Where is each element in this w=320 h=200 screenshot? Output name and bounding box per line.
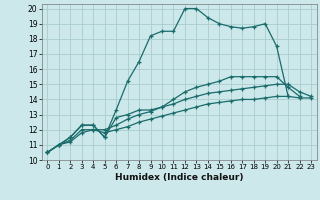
X-axis label: Humidex (Indice chaleur): Humidex (Indice chaleur) (115, 173, 244, 182)
